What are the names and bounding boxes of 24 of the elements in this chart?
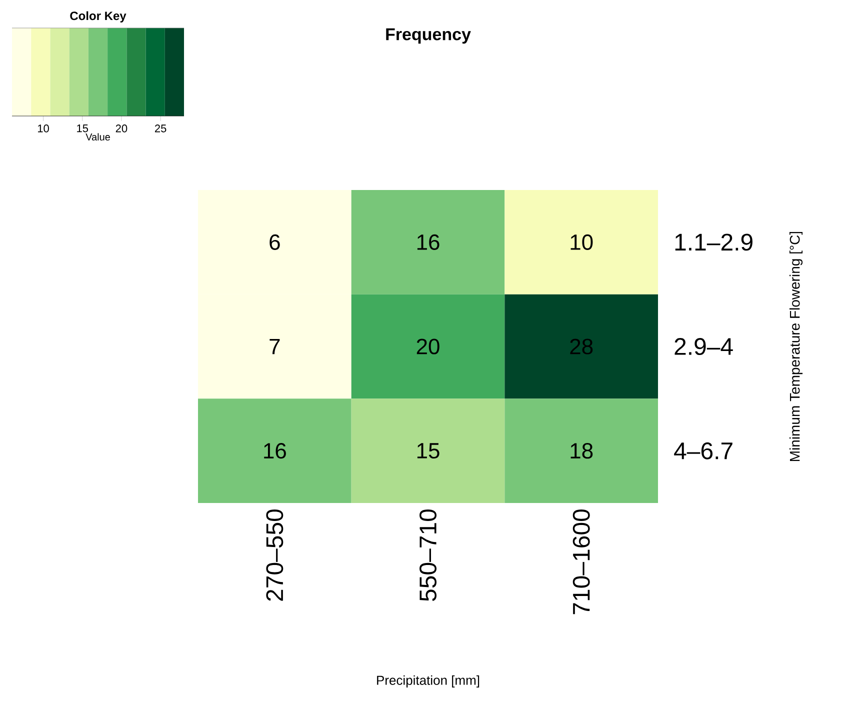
data-label: 20	[416, 338, 440, 354]
data-label: 7	[270, 338, 280, 354]
color-bar-label: 10	[38, 124, 49, 132]
data-label: 6	[270, 234, 280, 250]
data-label: 15	[417, 443, 440, 459]
y-tick-label: 4–6.7	[674, 442, 732, 460]
y-tick-label: 2.9–4	[674, 338, 733, 356]
color-bar-label: 25	[154, 124, 166, 132]
color-bar-label: 15	[77, 124, 88, 132]
x-tick-label: 270–550	[266, 510, 284, 601]
data-label: 10	[570, 234, 593, 250]
chart-title: Frequency	[386, 28, 471, 44]
data-label: 16	[417, 234, 440, 250]
data-label: 18	[570, 443, 593, 459]
color-bar-label: 20	[116, 124, 128, 132]
x-tick-label: 710–1600	[572, 510, 590, 614]
legend-title: Color Key	[70, 11, 126, 22]
x-tick-label: 550–710	[420, 510, 436, 602]
data-label: 16	[264, 443, 286, 459]
data-label: 28	[570, 338, 593, 354]
color-bar-title: Value	[86, 133, 110, 141]
y-tick-label: 1.1–2.9	[675, 234, 752, 251]
x-axis-title: Precipitation [mm]	[377, 675, 480, 688]
y-axis-title: Minimum Temperature Flowering [°C]	[789, 232, 803, 461]
